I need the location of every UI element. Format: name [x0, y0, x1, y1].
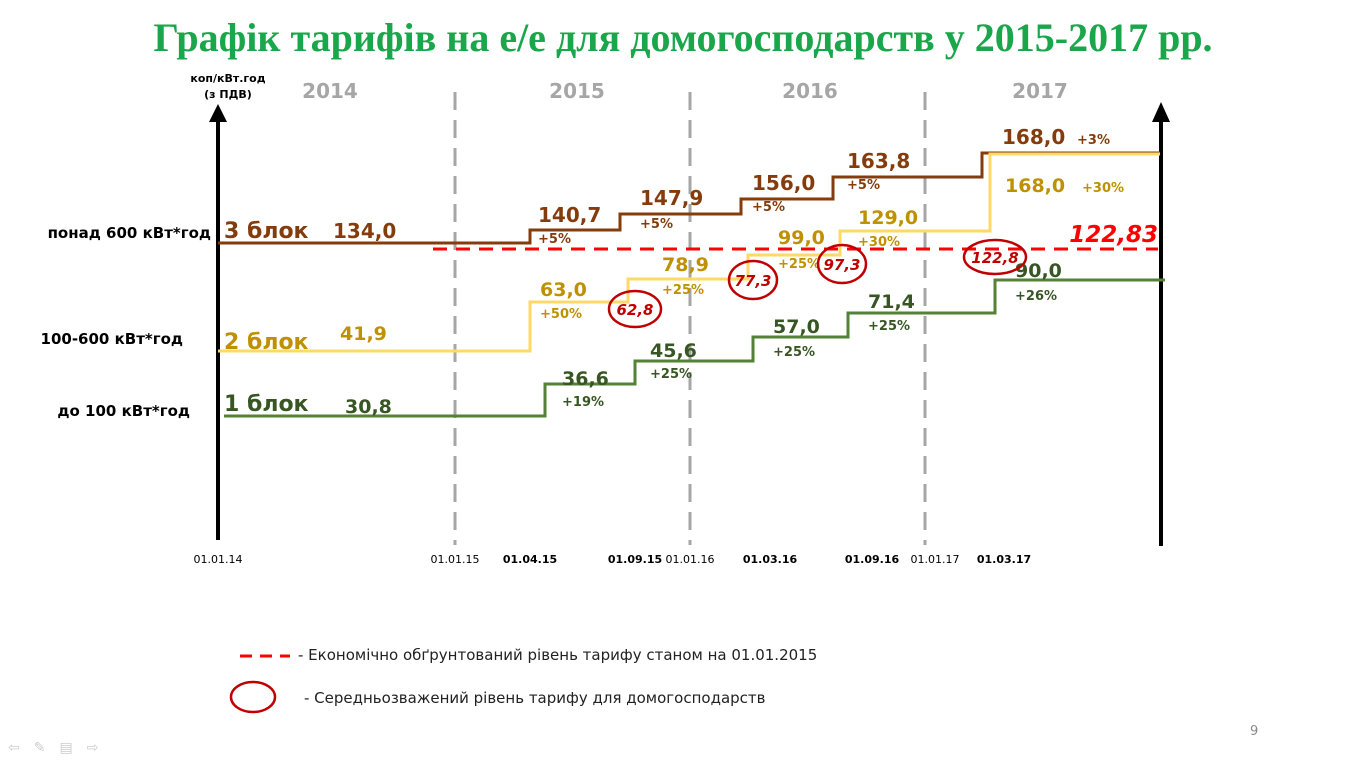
- row-label: 100-600 кВт*год: [41, 330, 183, 348]
- change-label: +25%: [773, 345, 815, 360]
- change-label: +19%: [562, 395, 604, 410]
- series-line-3: [224, 278, 1165, 418]
- pen-icon[interactable]: ✎: [33, 740, 46, 756]
- y-axis-label: коп/кВт.год: [190, 72, 265, 85]
- next-arrow-icon[interactable]: ⇨: [86, 740, 99, 756]
- change-label: +25%: [868, 319, 910, 334]
- change-label: +30%: [1082, 181, 1124, 196]
- economic-level-label: 122,83: [1069, 222, 1158, 248]
- x-tick-label: 01.04.15: [503, 553, 557, 566]
- slide-nav: ⇦ ✎ ▤ ⇨: [8, 740, 98, 756]
- series-name: 3 блок: [224, 219, 309, 244]
- year-label: 2015: [549, 79, 605, 103]
- change-label: +25%: [650, 367, 692, 382]
- value-label: 57,0: [773, 316, 820, 338]
- change-label: +30%: [858, 235, 900, 250]
- change-label: +3%: [1077, 133, 1110, 148]
- legend-ellipse-icon: [229, 680, 277, 714]
- weighted-average-label: 62,8: [616, 301, 653, 319]
- change-label: +5%: [538, 232, 571, 247]
- change-label: +5%: [847, 178, 880, 193]
- value-label: 168,0: [1005, 175, 1065, 197]
- value-label: 156,0: [752, 171, 815, 195]
- value-label: 129,0: [858, 207, 918, 229]
- change-label: +50%: [540, 307, 582, 322]
- x-tick-label: 01.03.17: [977, 553, 1031, 566]
- value-label: 63,0: [540, 279, 587, 301]
- menu-icon[interactable]: ▤: [59, 740, 73, 756]
- change-label: +25%: [662, 283, 704, 298]
- change-label: +26%: [1015, 289, 1057, 304]
- x-tick-label: 01.09.15: [608, 553, 662, 566]
- x-tick-label: 01.03.16: [743, 553, 798, 566]
- weighted-average-label: 97,3: [823, 256, 860, 274]
- legend-weighted-average: - Середньозважений рівень тарифу для дом…: [304, 689, 766, 707]
- axis-arrow-icon: [209, 104, 227, 122]
- weighted-average-ellipse: [962, 238, 1028, 276]
- legend-economic-level: - Економічно обґрунтований рівень тарифу…: [298, 646, 818, 664]
- x-tick-label: 01.09.16: [845, 553, 900, 566]
- change-label: +25%: [778, 257, 820, 272]
- value-label: 147,9: [640, 186, 703, 210]
- value-label: 168,0: [1002, 125, 1065, 149]
- page-number: 9: [1250, 724, 1259, 739]
- chart-title: Графік тарифів на е/е для домогосподарст…: [153, 15, 1213, 60]
- x-tick-label: 01.01.16: [666, 553, 715, 566]
- value-label: 41,9: [340, 323, 387, 345]
- x-tick-label: 01.01.17: [911, 553, 960, 566]
- y-axis-label-vat: (з ПДВ): [204, 88, 252, 101]
- series-line-1: [218, 151, 1160, 245]
- x-tick-label: 01.01.15: [431, 553, 480, 566]
- series-line-2: [218, 152, 1160, 353]
- value-label: 134,0: [333, 219, 396, 243]
- series-name: 2 блок: [224, 330, 309, 355]
- row-label: понад 600 кВт*год: [48, 224, 211, 242]
- weighted-average-label: 77,3: [734, 272, 771, 290]
- weighted-average-ellipse: [607, 289, 663, 329]
- change-label: +5%: [640, 217, 673, 232]
- year-label: 2014: [302, 79, 358, 103]
- row-label: до 100 кВт*год: [57, 402, 190, 420]
- value-label: 45,6: [650, 340, 697, 362]
- series-name: 1 блок: [224, 392, 309, 417]
- axis-arrow-icon: [1152, 102, 1170, 122]
- weighted-average-ellipse: [727, 259, 779, 301]
- value-label: 99,0: [778, 227, 825, 249]
- value-label: 90,0: [1015, 260, 1062, 282]
- weighted-average-label: 122,8: [971, 249, 1018, 267]
- value-label: 30,8: [345, 396, 392, 418]
- value-label: 36,6: [562, 368, 609, 390]
- year-label: 2017: [1012, 79, 1068, 103]
- weighted-average-ellipse: [816, 243, 868, 285]
- x-tick-label: 01.01.14: [194, 553, 243, 566]
- year-label: 2016: [782, 79, 838, 103]
- value-label: 163,8: [847, 149, 910, 173]
- value-label: 140,7: [538, 203, 601, 227]
- prev-arrow-icon[interactable]: ⇦: [8, 740, 20, 756]
- change-label: +5%: [752, 200, 785, 215]
- value-label: 78,9: [662, 254, 709, 276]
- value-label: 71,4: [868, 291, 915, 313]
